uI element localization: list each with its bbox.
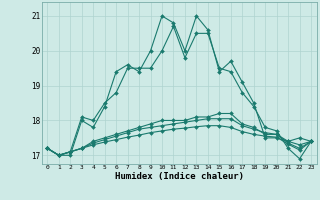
X-axis label: Humidex (Indice chaleur): Humidex (Indice chaleur) bbox=[115, 172, 244, 181]
